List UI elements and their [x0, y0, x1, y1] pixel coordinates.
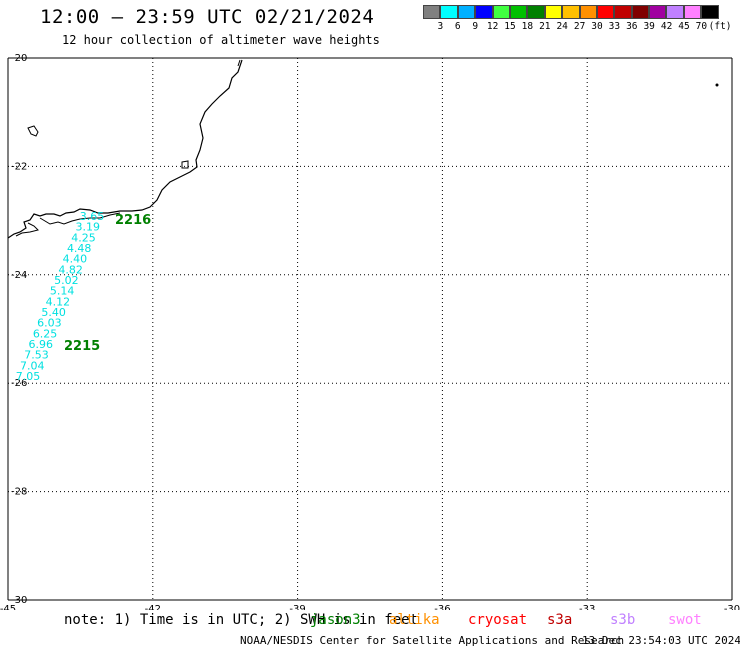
pass-time-label: 2216 [115, 213, 151, 228]
lon-tick-label: -30 [724, 604, 740, 610]
wave-height-label: 5.40 [41, 306, 66, 319]
lon-tick-label: -42 [145, 604, 161, 610]
color-swatch [562, 5, 580, 19]
color-scale-label: 70 [695, 21, 708, 32]
lon-tick-label: -33 [579, 604, 595, 610]
color-scale-legend: 3 6 9 12 15 18 21 24 27 30 33 36 39 42 45 70 (ft) [423, 5, 732, 32]
satellite-name: swot [668, 612, 702, 628]
lat-tick-label: -30 [11, 595, 27, 606]
color-scale-label: 6 [454, 21, 461, 32]
color-scale-label: 18 [521, 21, 534, 32]
wave-height-label: 6.25 [33, 327, 58, 340]
color-scale-label: 39 [643, 21, 655, 32]
lat-tick-label: -20 [11, 53, 27, 64]
wave-height-label: 6.03 [37, 317, 62, 330]
color-scale-label: 33 [608, 21, 621, 32]
color-swatch [423, 5, 441, 19]
island-2 [181, 160, 189, 169]
color-scale-unit: (ft) [708, 21, 732, 32]
wave-height-label: 7.05 [16, 370, 41, 383]
color-swatch [544, 5, 563, 19]
coastline [7, 59, 719, 239]
coast-detail-2 [15, 222, 39, 237]
color-swatch [527, 5, 545, 19]
color-scale-label: 30 [591, 21, 603, 32]
wave-height-label: 3.65 [80, 210, 105, 223]
page-subtitle: 12 hour collection of altimeter wave hei… [62, 33, 380, 47]
satellite-name: s3a [547, 612, 573, 628]
satellite-name: s3b [610, 612, 636, 628]
color-scale-label: 9 [472, 21, 479, 32]
lat-tick-label: -22 [11, 161, 27, 172]
color-swatch [649, 5, 667, 19]
lat-tick-label: -24 [11, 270, 27, 281]
color-scale-label: 3 [437, 21, 444, 32]
island-dot [715, 83, 719, 87]
color-swatch [492, 5, 510, 19]
lat-lon-grid: -45 -42 -39 -36 -33 -30 -20 -22 -24 -26 -28 -30 [0, 53, 740, 610]
lon-tick-label: -36 [434, 604, 450, 610]
color-swatch [683, 5, 702, 19]
color-scale-label: 45 [678, 21, 690, 32]
credit-line: NOAA/NESDIS Center for Satellite Applica… [240, 634, 625, 647]
coast-detail [39, 212, 121, 225]
lat-tick-label: -26 [11, 378, 27, 389]
wave-height-label: 3.19 [75, 221, 100, 234]
satellite-name: altika [389, 612, 440, 628]
color-swatch [631, 5, 650, 19]
color-swatch [596, 5, 615, 19]
wave-height-label: 7.04 [20, 359, 45, 372]
brazil-coastline [7, 59, 243, 239]
altimeter-track: 3.653.194.254.484.404.825.025.144.125.40… [16, 210, 105, 383]
lon-tick-label: -39 [289, 604, 305, 610]
satellite-name: cryosat [468, 612, 528, 628]
color-swatch [509, 5, 528, 19]
wave-height-label: 7.53 [24, 349, 49, 362]
lon-tick-label: -45 [0, 604, 16, 610]
page-title: 12:00 — 23:59 UTC 02/21/2024 [40, 6, 375, 28]
satellite-name: jason3 [310, 612, 361, 628]
color-scale-label: 21 [539, 21, 551, 32]
color-scale-label: 24 [556, 21, 568, 32]
wave-height-label: 5.02 [54, 274, 79, 287]
wave-height-label: 6.96 [29, 338, 54, 351]
wave-height-label: 4.12 [46, 295, 71, 308]
generation-timestamp: 13 Dec 23:54:03 UTC 2024 [582, 634, 740, 647]
wave-height-label: 4.48 [67, 242, 92, 255]
color-scale-label: 27 [573, 21, 586, 32]
color-swatch [579, 5, 597, 19]
pass-labels: 2216 2215 [64, 213, 151, 354]
color-swatch [457, 5, 476, 19]
wave-height-map: -45 -42 -39 -36 -33 -30 -20 -22 -24 -26 -28 -30 3.6… [0, 53, 740, 610]
color-scale-label: 36 [626, 21, 638, 32]
island [27, 125, 39, 137]
wave-height-label: 4.40 [63, 253, 88, 266]
color-scale-label: 15 [504, 21, 516, 32]
color-scale-label: 42 [660, 21, 673, 32]
footnote: note: 1) Time is in UTC; 2) SWH is in fe… [64, 612, 419, 628]
wave-height-label: 4.82 [58, 263, 83, 276]
wave-height-label: 4.25 [71, 231, 96, 244]
lat-tick-label: -28 [11, 487, 27, 498]
pass-time-label: 2215 [64, 339, 100, 354]
color-swatch [614, 5, 632, 19]
color-swatch [475, 5, 493, 19]
color-swatch [701, 5, 719, 19]
coast-bit [237, 59, 241, 67]
color-swatch [666, 5, 684, 19]
wave-height-label: 5.14 [50, 285, 75, 298]
color-scale-label: 12 [486, 21, 499, 32]
color-swatch [440, 5, 458, 19]
